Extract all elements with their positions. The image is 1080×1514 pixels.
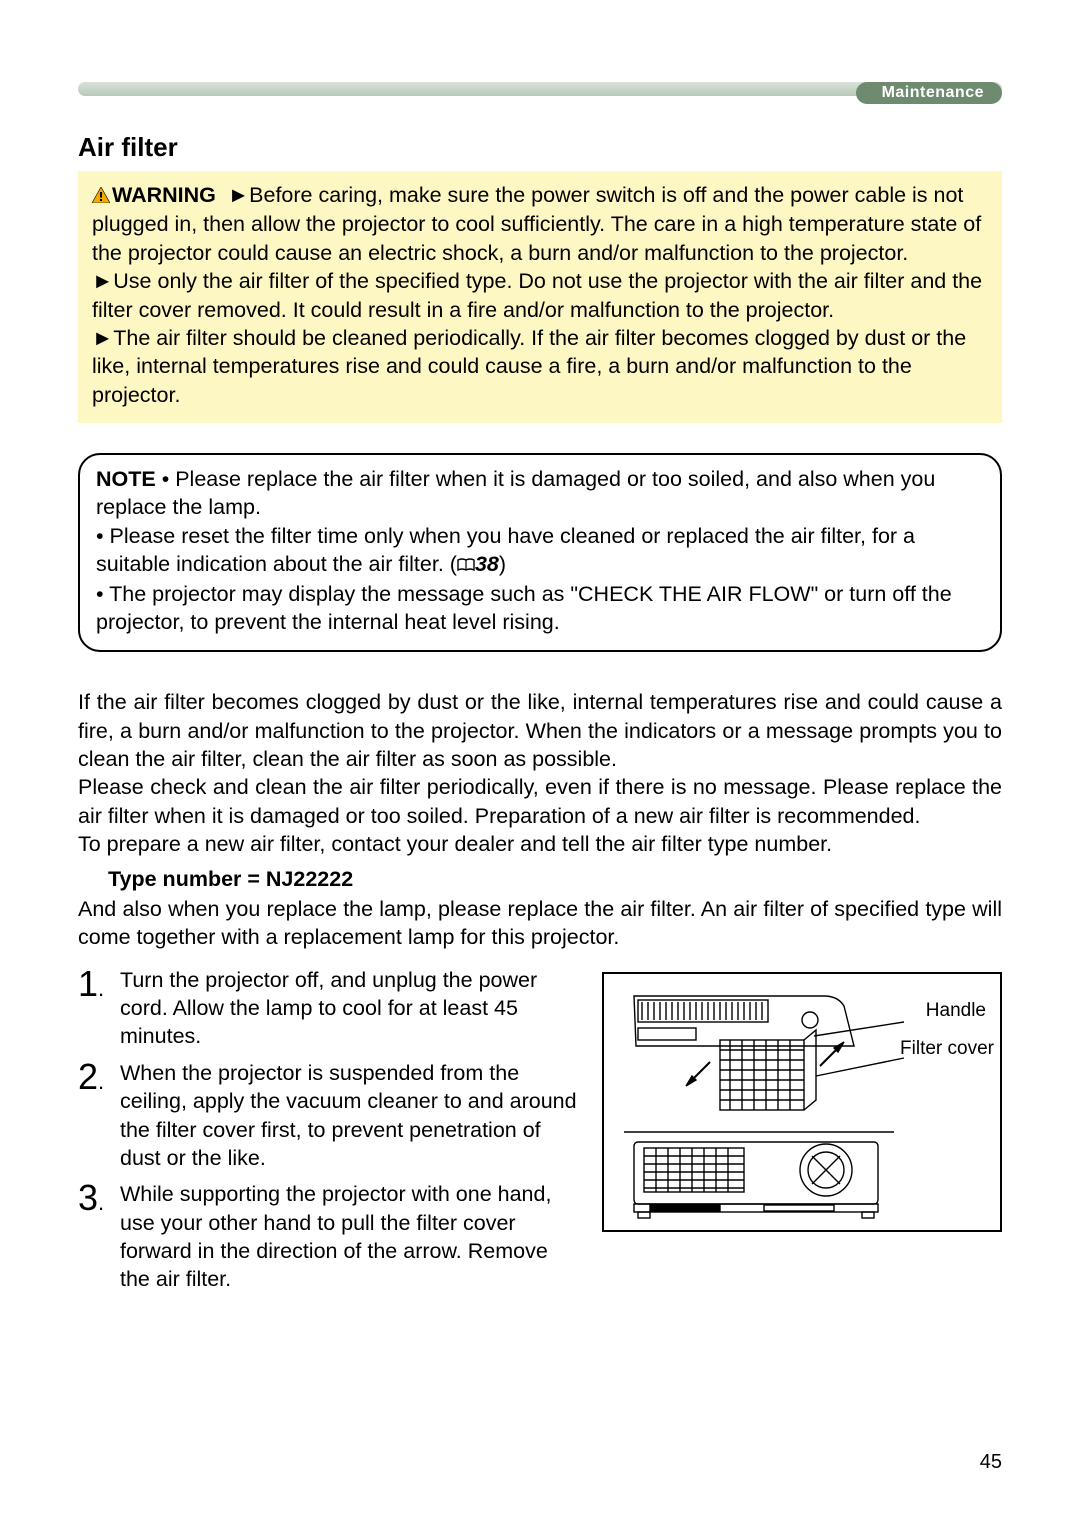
body-text: If the air filter becomes clogged by dus…: [78, 688, 1002, 951]
book-icon: [457, 551, 475, 579]
note-box: NOTE • Please replace the air filter whe…: [78, 453, 1002, 652]
note-p2: • Please reset the filter time only when…: [96, 522, 984, 580]
warning-triangle-icon: [92, 182, 110, 210]
warning-p3: ►The air filter should be cleaned period…: [92, 324, 988, 409]
diagram-label-handle: Handle: [926, 1000, 986, 1022]
diagram-label-filter: Filter cover: [900, 1038, 994, 1060]
warning-box: WARNING ►Before caring, make sure the po…: [78, 171, 1002, 423]
step-body-2: When the projector is suspended from the…: [120, 1059, 580, 1173]
columns: 1. Turn the projector off, and unplug th…: [78, 966, 1002, 1302]
section-title: Air filter: [78, 132, 1002, 163]
warning-p2: ►Use only the air filter of the specifie…: [92, 267, 988, 324]
note-p2b: ): [499, 552, 506, 576]
note-text-1: • Please replace the air filter when it …: [96, 467, 935, 519]
note-label: NOTE: [96, 467, 156, 491]
warning-label: WARNING: [112, 183, 216, 207]
step-num-1: 1.: [78, 966, 120, 1051]
diagram: Handle Filter cover: [602, 966, 1002, 1302]
body-p3: To prepare a new air filter, contact you…: [78, 830, 1002, 858]
step-body-3: While supporting the projector with one …: [120, 1180, 580, 1294]
body-p2: Please check and clean the air filter pe…: [78, 773, 1002, 830]
page-number: 45: [980, 1451, 1002, 1474]
step-1: 1. Turn the projector off, and unplug th…: [78, 966, 580, 1051]
header-tab: Maintenance: [856, 82, 1002, 104]
warning-text-1: ►Before caring, make sure the power swit…: [92, 183, 981, 265]
note-p1: NOTE • Please replace the air filter whe…: [96, 465, 984, 522]
steps-list: 1. Turn the projector off, and unplug th…: [78, 966, 580, 1302]
step-num-3: 3.: [78, 1180, 120, 1294]
step-num-2: 2.: [78, 1059, 120, 1173]
note-ref: 38: [475, 552, 499, 576]
diagram-box: Handle Filter cover: [602, 972, 1002, 1232]
step-3: 3. While supporting the projector with o…: [78, 1180, 580, 1294]
body-p1: If the air filter becomes clogged by dus…: [78, 688, 1002, 773]
header-bar: Maintenance: [78, 82, 1002, 104]
header-tab-label: Maintenance: [882, 84, 984, 102]
step-2: 2. When the projector is suspended from …: [78, 1059, 580, 1173]
note-p3: • The projector may display the message …: [96, 580, 984, 637]
note-container: NOTE • Please replace the air filter whe…: [78, 453, 1002, 652]
warning-p1: WARNING ►Before caring, make sure the po…: [92, 181, 988, 267]
step-body-1: Turn the projector off, and unplug the p…: [120, 966, 580, 1051]
type-number: Type number = NJ22222: [108, 865, 1002, 893]
body-p4: And also when you replace the lamp, plea…: [78, 895, 1002, 952]
